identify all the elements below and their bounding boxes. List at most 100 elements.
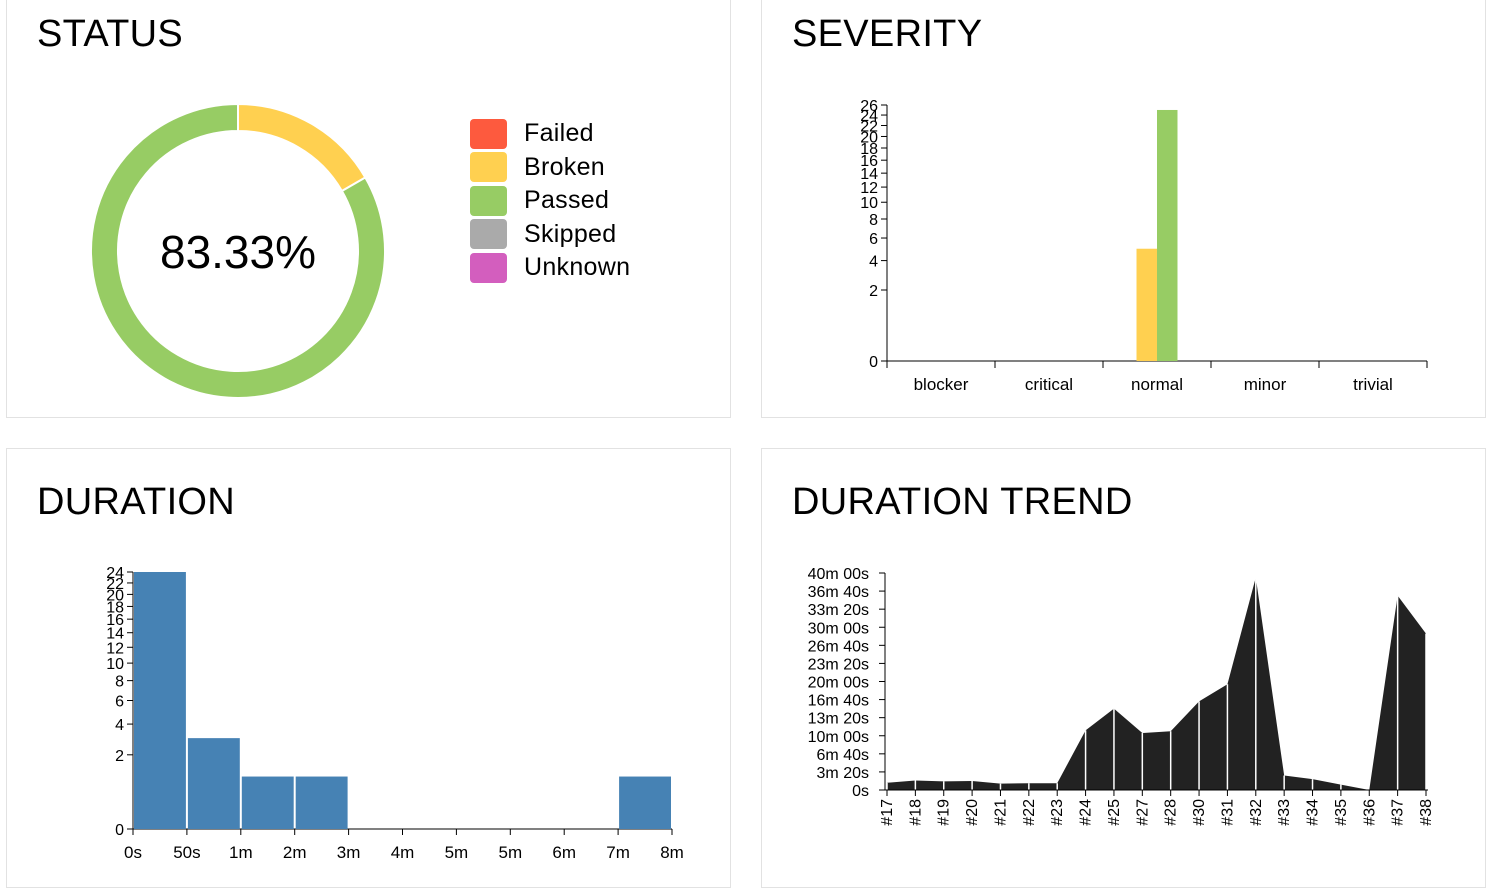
duration-y-tick-label: 10 [106,656,124,673]
severity-y-tick-label: 12 [860,180,878,197]
duration-y-tick-label: 24 [106,565,124,582]
duration-x-tick-label: 50s [173,843,200,862]
trend-y-tick-label: 10m 00s [808,729,869,746]
duration-y-tick-label: 22 [106,576,124,593]
legend-item-skipped[interactable]: Skipped [470,218,630,252]
trend-x-tick-label: #25 [1106,799,1123,826]
trend-x-tick-label: #17 [879,799,896,826]
severity-y-tick-label: 26 [860,98,878,115]
trend-y-tick-label: 20m 00s [808,675,869,692]
trend-x-tick-label: #32 [1248,799,1265,826]
legend-label-broken: Broken [524,152,606,181]
trend-x-tick-label: #35 [1333,799,1350,826]
trend-y-tick-label: 30m 00s [808,620,869,637]
trend-x-tick-label: #19 [936,799,953,826]
trend-x-tick-label: #21 [992,799,1009,826]
severity-bar-passed [1157,109,1178,361]
trend-x-tick-label: #31 [1219,799,1236,826]
duration-x-tick-label: 5m [498,843,522,862]
severity-x-label: critical [1025,375,1073,394]
trend-x-tick-label: #36 [1361,799,1378,826]
skipped-swatch [470,219,507,250]
status-legend: Failed Broken Passed Skipped Unknown [470,117,630,285]
duration-y-tick-label: 2 [115,748,124,765]
legend-label-passed: Passed [524,186,610,215]
broken-swatch [470,152,507,183]
duration-y-tick-label: 18 [106,599,124,616]
trend-x-tick-label: #20 [964,799,981,826]
duration-panel: DURATION 0 2 4 6 8 10 12 14 16 18 20 22 24 0s 50s 1m 2m 3… [6,448,731,888]
severity-y-tick-label: 16 [860,153,878,170]
trend-x-tick-label: #22 [1021,799,1038,826]
duration-y-tick-label: 12 [106,640,124,657]
legend-item-unknown[interactable]: Unknown [470,251,630,285]
severity-y-tick-label: 22 [860,119,878,136]
severity-x-label: trivial [1353,375,1393,394]
severity-y-tick-label: 6 [869,231,878,248]
trend-x-tick-label: #18 [907,799,924,826]
duration-x-tick-label: 1m [229,843,253,862]
donut-slice-passed [90,102,386,399]
unknown-swatch [470,252,507,283]
duration-bar [187,738,240,829]
duration-x-tick-label: 8m [660,843,684,862]
trend-x-tick-label: #34 [1305,799,1322,826]
duration-x-tick-label: 3m [337,843,361,862]
trend-x-tick-label: #38 [1418,799,1435,826]
duration-x-tick-label: 7m [606,843,630,862]
trend-y-tick-label: 40m 00s [808,566,869,583]
duration-bar [134,572,186,829]
trend-x-tick-label: #33 [1276,799,1293,826]
trend-y-tick-label: 26m 40s [808,638,869,655]
legend-item-broken[interactable]: Broken [470,151,630,185]
duration-x-tick-label: 0s [124,843,142,862]
severity-y-tick-label: 14 [860,166,878,183]
trend-title: DURATION TREND [792,481,1133,523]
duration-y-tick-label: 20 [106,587,124,604]
status-percentage-label: 83.33% [160,226,316,278]
legend-item-failed[interactable]: Failed [470,117,630,151]
donut-slice-broken [237,102,367,193]
trend-x-tick-label: #37 [1390,799,1407,826]
trend-x-tick-label: #30 [1191,799,1208,826]
duration-x-tick-label: 4m [391,843,415,862]
severity-x-label: minor [1244,375,1287,394]
severity-y-tick-label: 24 [860,108,878,125]
legend-label-skipped: Skipped [524,219,617,248]
trend-x-tick-label: #24 [1078,799,1095,826]
severity-y-tick-label: 2 [869,283,878,300]
trend-y-tick-label: 13m 20s [808,711,869,728]
trend-y-tick-label: 6m 40s [817,747,869,764]
severity-panel: SEVERITY 0 2 4 6 8 10 12 14 16 18 20 22 24 26 blocker c… [761,0,1486,418]
legend-label-failed: Failed [524,119,594,148]
severity-x-label: blocker [914,375,969,394]
duration-bar [241,776,294,829]
trend-x-tick-label: #28 [1163,799,1180,826]
duration-x-tick-label: 2m [283,843,307,862]
duration-bar [619,776,671,829]
trend-y-tick-label: 16m 40s [808,693,869,710]
legend-item-passed[interactable]: Passed [470,184,630,218]
legend-label-unknown: Unknown [524,253,631,282]
severity-y-tick-label: 10 [860,195,878,212]
severity-bar-broken [1136,248,1157,361]
severity-y-tick-label: 4 [869,254,878,271]
severity-title: SEVERITY [792,13,983,55]
passed-swatch [470,185,507,216]
trend-y-tick-label: 36m 40s [808,584,869,601]
trend-x-tick-label: #27 [1134,799,1151,826]
trend-y-tick-label: 3m 20s [817,765,869,782]
trend-y-tick-label: 23m 20s [808,656,869,673]
duration-bar [295,776,348,829]
duration-y-tick-label: 6 [115,694,124,711]
duration-y-tick-label: 14 [106,626,124,643]
duration-title: DURATION [37,481,236,523]
trend-panel: DURATION TREND 0s 3m 20s 6m 40s 10m 00s 13m … [761,448,1486,888]
status-title: STATUS [37,13,184,55]
trend-y-tick-label: 0s [852,783,869,800]
status-donut-chart: 83.33% [90,102,386,399]
severity-y-tick-label: 0 [869,354,878,371]
